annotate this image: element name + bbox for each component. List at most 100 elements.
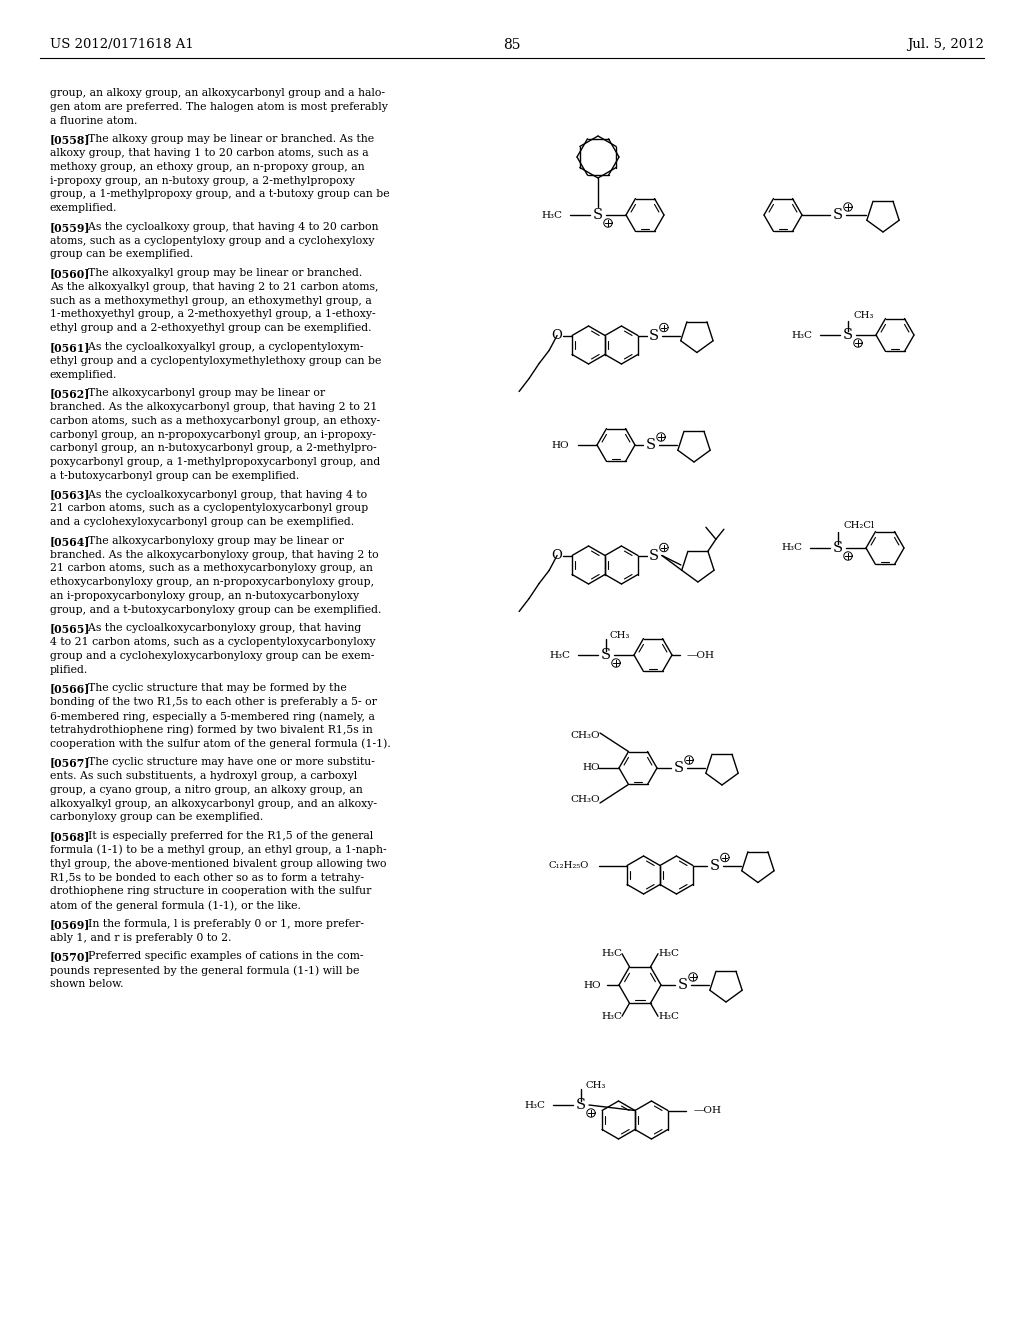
Text: gen atom are preferred. The halogen atom is most preferably: gen atom are preferred. The halogen atom… <box>50 102 388 112</box>
Text: As the cycloalkoxycarbonyloxy group, that having: As the cycloalkoxycarbonyloxy group, tha… <box>75 623 361 634</box>
Text: bonding of the two R1,5s to each other is preferably a 5- or: bonding of the two R1,5s to each other i… <box>50 697 377 708</box>
Text: 21 carbon atoms, such as a methoxycarbonyloxy group, an: 21 carbon atoms, such as a methoxycarbon… <box>50 564 373 573</box>
Text: The alkoxy group may be linear or branched. As the: The alkoxy group may be linear or branch… <box>75 135 375 144</box>
Text: cooperation with the sulfur atom of the general formula (1-1).: cooperation with the sulfur atom of the … <box>50 739 391 750</box>
Text: group, a cyano group, a nitro group, an alkoxy group, an: group, a cyano group, a nitro group, an … <box>50 785 362 795</box>
Text: The cyclic structure that may be formed by the: The cyclic structure that may be formed … <box>75 684 347 693</box>
Text: [0564]: [0564] <box>50 536 90 546</box>
Text: S: S <box>593 209 603 222</box>
Text: CH₃: CH₃ <box>610 631 631 639</box>
Text: ethyl group and a 2-ethoxyethyl group can be exemplified.: ethyl group and a 2-ethoxyethyl group ca… <box>50 323 372 333</box>
Text: R1,5s to be bonded to each other so as to form a tetrahy-: R1,5s to be bonded to each other so as t… <box>50 873 364 883</box>
Text: HO: HO <box>551 441 569 450</box>
Text: carbonyloxy group can be exemplified.: carbonyloxy group can be exemplified. <box>50 813 263 822</box>
Text: [0558]: [0558] <box>50 135 90 145</box>
Text: poxycarbonyl group, a 1-methylpropoxycarbonyl group, and: poxycarbonyl group, a 1-methylpropoxycar… <box>50 457 380 467</box>
Text: As the cycloalkoxy group, that having 4 to 20 carbon: As the cycloalkoxy group, that having 4 … <box>75 222 379 232</box>
Text: carbonyl group, an n-butoxycarbonyl group, a 2-methylpro-: carbonyl group, an n-butoxycarbonyl grou… <box>50 444 377 453</box>
Text: CH₃: CH₃ <box>585 1081 605 1089</box>
Text: S: S <box>710 858 720 873</box>
Text: ethoxycarbonyloxy group, an n-propoxycarbonyloxy group,: ethoxycarbonyloxy group, an n-propoxycar… <box>50 577 374 587</box>
Text: [0561]: [0561] <box>50 342 90 352</box>
Text: 1-methoxyethyl group, a 2-methoxyethyl group, a 1-ethoxy-: 1-methoxyethyl group, a 2-methoxyethyl g… <box>50 309 376 319</box>
Text: Preferred specific examples of cations in the com-: Preferred specific examples of cations i… <box>75 952 364 961</box>
Text: S: S <box>674 762 684 775</box>
Text: and a cyclohexyloxycarbonyl group can be exemplified.: and a cyclohexyloxycarbonyl group can be… <box>50 517 354 527</box>
Text: [0567]: [0567] <box>50 758 90 768</box>
Text: tetrahydrothiophene ring) formed by two bivalent R1,5s in: tetrahydrothiophene ring) formed by two … <box>50 725 373 735</box>
Text: In the formula, l is preferably 0 or 1, more prefer-: In the formula, l is preferably 0 or 1, … <box>75 919 365 929</box>
Text: [0565]: [0565] <box>50 623 90 635</box>
Text: Jul. 5, 2012: Jul. 5, 2012 <box>907 38 984 51</box>
Text: S: S <box>678 978 688 993</box>
Text: group, a 1-methylpropoxy group, and a t-butoxy group can be: group, a 1-methylpropoxy group, and a t-… <box>50 190 389 199</box>
Text: 21 carbon atoms, such as a cyclopentyloxycarbonyl group: 21 carbon atoms, such as a cyclopentylox… <box>50 503 369 513</box>
Text: formula (1-1) to be a methyl group, an ethyl group, a 1-naph-: formula (1-1) to be a methyl group, an e… <box>50 845 387 855</box>
Text: [0563]: [0563] <box>50 490 90 500</box>
Text: S: S <box>833 541 843 554</box>
Text: It is especially preferred for the R1,5 of the general: It is especially preferred for the R1,5 … <box>75 832 374 841</box>
Text: 85: 85 <box>503 38 521 51</box>
Text: ethyl group and a cyclopentyloxymethylethoxy group can be: ethyl group and a cyclopentyloxymethylet… <box>50 355 381 366</box>
Text: [0570]: [0570] <box>50 952 90 962</box>
Text: methoxy group, an ethoxy group, an n-propoxy group, an: methoxy group, an ethoxy group, an n-pro… <box>50 162 365 172</box>
Text: As the alkoxyalkyl group, that having 2 to 21 carbon atoms,: As the alkoxyalkyl group, that having 2 … <box>50 282 379 292</box>
Text: HO: HO <box>583 763 600 772</box>
Text: H₃C: H₃C <box>658 1011 679 1020</box>
Text: a t-butoxycarbonyl group can be exemplified.: a t-butoxycarbonyl group can be exemplif… <box>50 471 299 480</box>
Text: —OH: —OH <box>687 651 715 660</box>
Text: S: S <box>843 327 853 342</box>
Text: shown below.: shown below. <box>50 979 124 989</box>
Text: branched. As the alkoxycarbonyloxy group, that having 2 to: branched. As the alkoxycarbonyloxy group… <box>50 549 379 560</box>
Text: [0562]: [0562] <box>50 388 90 399</box>
Text: [0569]: [0569] <box>50 919 90 929</box>
Text: —OH: —OH <box>694 1106 722 1115</box>
Text: H₃C: H₃C <box>549 651 570 660</box>
Text: CH₃O: CH₃O <box>570 731 600 741</box>
Text: CH₃O: CH₃O <box>570 796 600 804</box>
Text: atom of the general formula (1-1), or the like.: atom of the general formula (1-1), or th… <box>50 900 301 911</box>
Text: carbonyl group, an n-propoxycarbonyl group, an i-propoxy-: carbonyl group, an n-propoxycarbonyl gro… <box>50 429 376 440</box>
Text: group and a cyclohexyloxycarbonyloxy group can be exem-: group and a cyclohexyloxycarbonyloxy gro… <box>50 651 375 661</box>
Text: exemplified.: exemplified. <box>50 203 118 214</box>
Text: [0560]: [0560] <box>50 268 90 279</box>
Text: The alkoxyalkyl group may be linear or branched.: The alkoxyalkyl group may be linear or b… <box>75 268 362 279</box>
Text: atoms, such as a cyclopentyloxy group and a cyclohexyloxy: atoms, such as a cyclopentyloxy group an… <box>50 236 375 246</box>
Text: 4 to 21 carbon atoms, such as a cyclopentyloxycarbonyloxy: 4 to 21 carbon atoms, such as a cyclopen… <box>50 638 376 647</box>
Text: plified.: plified. <box>50 665 88 675</box>
Text: carbon atoms, such as a methoxycarbonyl group, an ethoxy-: carbon atoms, such as a methoxycarbonyl … <box>50 416 380 426</box>
Text: 6-membered ring, especially a 5-membered ring (namely, a: 6-membered ring, especially a 5-membered… <box>50 711 375 722</box>
Text: [0566]: [0566] <box>50 684 90 694</box>
Text: ably 1, and r is preferably 0 to 2.: ably 1, and r is preferably 0 to 2. <box>50 932 231 942</box>
Text: group, an alkoxy group, an alkoxycarbonyl group and a halo-: group, an alkoxy group, an alkoxycarbony… <box>50 88 385 98</box>
Text: C₁₂H₂₅O: C₁₂H₂₅O <box>549 861 589 870</box>
Text: H₃C: H₃C <box>601 949 622 958</box>
Text: H₃C: H₃C <box>541 210 562 219</box>
Text: S: S <box>649 549 659 562</box>
Text: S: S <box>649 329 659 342</box>
Text: The cyclic structure may have one or more substitu-: The cyclic structure may have one or mor… <box>75 758 375 767</box>
Text: S: S <box>646 438 656 451</box>
Text: S: S <box>833 209 843 222</box>
Text: CH₂Cl: CH₂Cl <box>843 521 874 531</box>
Text: The alkoxycarbonyl group may be linear or: The alkoxycarbonyl group may be linear o… <box>75 388 326 399</box>
Text: [0559]: [0559] <box>50 222 90 232</box>
Text: H₃C: H₃C <box>781 544 802 553</box>
Text: H₃C: H₃C <box>524 1101 545 1110</box>
Text: alkoxyalkyl group, an alkoxycarbonyl group, and an alkoxy-: alkoxyalkyl group, an alkoxycarbonyl gro… <box>50 799 377 809</box>
Text: H₃C: H₃C <box>601 1011 622 1020</box>
Text: an i-propoxycarbonyloxy group, an n-butoxycarbonyloxy: an i-propoxycarbonyloxy group, an n-buto… <box>50 591 359 601</box>
Text: HO: HO <box>584 981 601 990</box>
Text: S: S <box>575 1098 586 1111</box>
Text: a fluorine atom.: a fluorine atom. <box>50 116 137 125</box>
Text: CH₃: CH₃ <box>853 310 873 319</box>
Text: exemplified.: exemplified. <box>50 370 118 380</box>
Text: As the cycloalkoxycarbonyl group, that having 4 to: As the cycloalkoxycarbonyl group, that h… <box>75 490 368 499</box>
Text: branched. As the alkoxycarbonyl group, that having 2 to 21: branched. As the alkoxycarbonyl group, t… <box>50 403 378 412</box>
Text: such as a methoxymethyl group, an ethoxymethyl group, a: such as a methoxymethyl group, an ethoxy… <box>50 296 372 306</box>
Text: pounds represented by the general formula (1-1) will be: pounds represented by the general formul… <box>50 965 359 975</box>
Text: US 2012/0171618 A1: US 2012/0171618 A1 <box>50 38 194 51</box>
Text: H₃C: H₃C <box>658 949 679 958</box>
Text: i-propoxy group, an n-butoxy group, a 2-methylpropoxy: i-propoxy group, an n-butoxy group, a 2-… <box>50 176 355 186</box>
Text: As the cycloalkoxyalkyl group, a cyclopentyloxym-: As the cycloalkoxyalkyl group, a cyclope… <box>75 342 364 352</box>
